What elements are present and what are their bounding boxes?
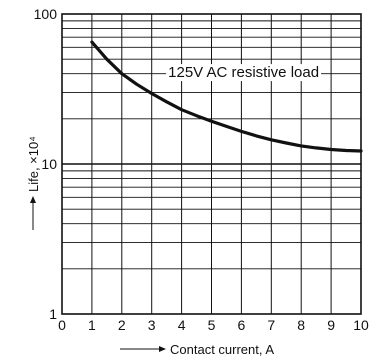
- y-tick-label: 100: [34, 6, 58, 22]
- x-tick-label: 1: [88, 317, 96, 333]
- y-axis-arrow-head: [30, 196, 36, 203]
- x-tick-label: 3: [148, 317, 156, 333]
- x-axis-arrow-head: [159, 346, 166, 352]
- x-tick-label: 8: [297, 317, 305, 333]
- x-tick-labels: 0 1 2 3 4 5 6 7 8 9 10: [58, 317, 369, 333]
- x-tick-label: 5: [208, 317, 216, 333]
- x-tick-label: 7: [267, 317, 275, 333]
- y-axis-label: Life, ×10⁴: [26, 136, 41, 192]
- plot-frame: [61, 13, 362, 315]
- series-label-background: [166, 64, 322, 82]
- x-axis-title: Contact current, A: [120, 342, 274, 356]
- x-tick-label: 2: [118, 317, 126, 333]
- y-tick-label: 1: [49, 306, 57, 322]
- series-label: 125V AC resistive load: [168, 64, 319, 81]
- series-line-125v-ac-resistive-load: [90, 40, 363, 153]
- y-tick-label: 10: [41, 156, 57, 172]
- y-tick-labels: 1 10 100: [34, 6, 58, 322]
- x-tick-label: 4: [178, 317, 186, 333]
- x-axis-label: Contact current, A: [170, 342, 274, 356]
- x-tick-label: 6: [238, 317, 246, 333]
- y-axis-title: Life, ×10⁴: [26, 136, 41, 230]
- grid-lines: [62, 14, 361, 314]
- x-tick-label: 9: [327, 317, 335, 333]
- x-tick-label: 10: [353, 317, 369, 333]
- x-tick-label: 0: [58, 317, 66, 333]
